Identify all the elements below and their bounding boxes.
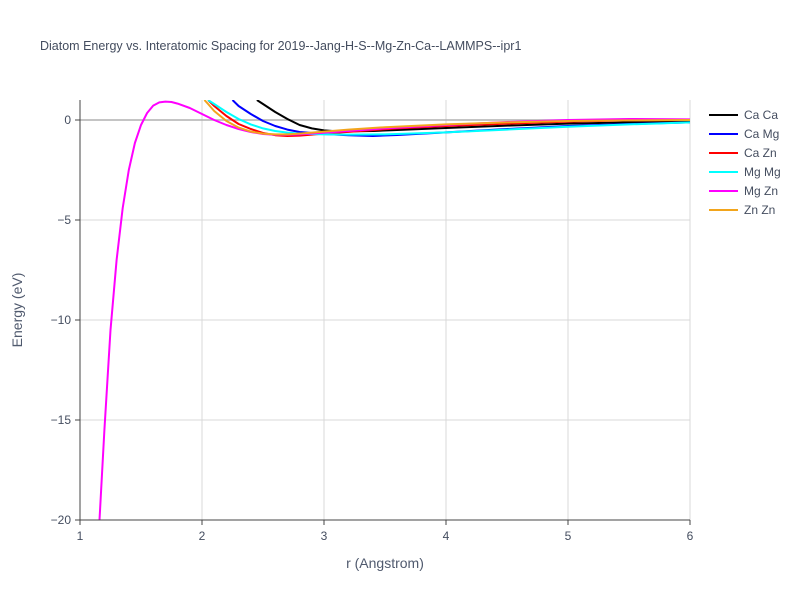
x-tick-label: 1 xyxy=(77,529,84,543)
legend-item[interactable]: Ca Mg xyxy=(709,127,779,141)
y-tick-label: −20 xyxy=(51,513,72,527)
y-axis-ticks: 0 −5 −10 −15 −20 xyxy=(51,113,80,527)
legend-item[interactable]: Ca Ca xyxy=(709,108,778,122)
y-tick-label: 0 xyxy=(64,113,71,127)
legend-item[interactable]: Ca Zn xyxy=(709,146,777,160)
y-tick-label: −5 xyxy=(57,213,71,227)
legend-label: Ca Mg xyxy=(744,127,779,141)
y-tick-label: −10 xyxy=(51,313,72,327)
legend-item[interactable]: Mg Mg xyxy=(709,165,781,179)
chart-title: Diatom Energy vs. Interatomic Spacing fo… xyxy=(40,39,521,53)
series-line-5[interactable] xyxy=(203,100,690,136)
legend-label: Ca Ca xyxy=(744,108,778,122)
series-line-2[interactable] xyxy=(207,100,690,137)
series-line-4[interactable] xyxy=(98,100,691,520)
x-tick-label: 5 xyxy=(565,529,572,543)
x-tick-label: 2 xyxy=(199,529,206,543)
x-tick-label: 6 xyxy=(687,529,694,543)
legend-item[interactable]: Mg Zn xyxy=(709,184,778,198)
legend-label: Mg Zn xyxy=(744,184,778,198)
series-line-3[interactable] xyxy=(207,100,690,136)
x-axis-ticks: 1 2 3 4 5 6 xyxy=(77,520,694,543)
legend-label: Ca Zn xyxy=(744,146,777,160)
series-line-1[interactable] xyxy=(231,100,691,137)
y-tick-label: −15 xyxy=(51,413,72,427)
plot-area[interactable] xyxy=(98,100,691,520)
x-tick-label: 3 xyxy=(321,529,328,543)
legend-label: Zn Zn xyxy=(744,203,775,217)
x-tick-label: 4 xyxy=(443,529,450,543)
legend-label: Mg Mg xyxy=(744,165,781,179)
grid-lines xyxy=(80,100,691,520)
legend[interactable]: Ca Ca Ca Mg Ca Zn Mg Mg Mg Zn Zn Zn xyxy=(709,108,781,217)
series-line-0[interactable] xyxy=(256,100,690,133)
legend-item[interactable]: Zn Zn xyxy=(709,203,775,217)
axes xyxy=(79,100,690,521)
x-axis-label: r (Angstrom) xyxy=(346,555,424,571)
y-axis-label: Energy (eV) xyxy=(9,273,25,348)
